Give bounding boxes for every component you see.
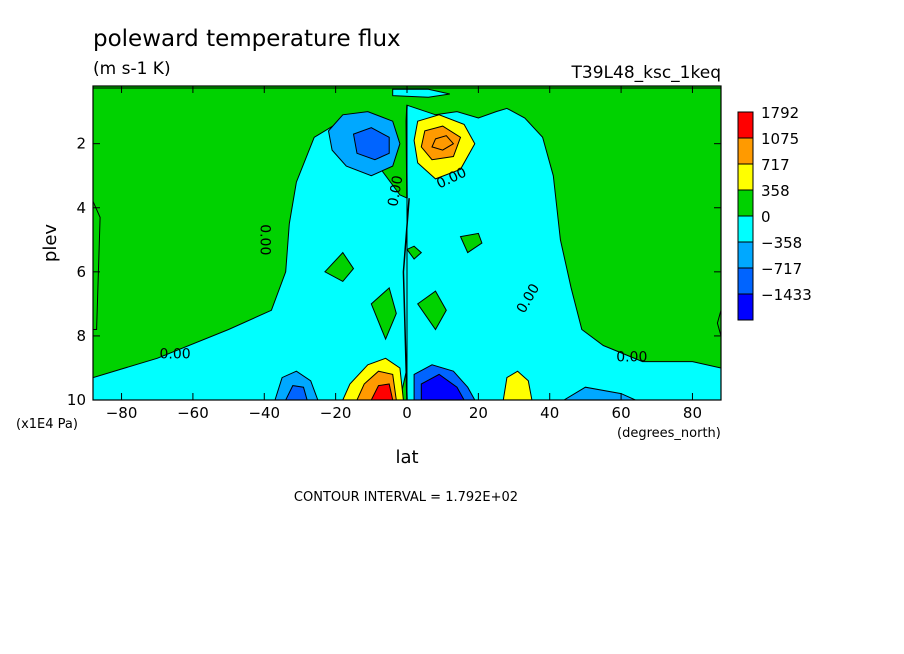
x-units: (degrees_north) [617, 426, 721, 441]
colorbar-swatch [737, 241, 754, 269]
plot-area [93, 86, 721, 400]
colorbar-swatch [737, 163, 754, 191]
colorbar-label: −1433 [761, 286, 812, 304]
colorbar-swatch [737, 215, 754, 243]
contour-regions [93, 88, 721, 400]
equator-zero-contour-top [405, 105, 408, 199]
x-axis-label: lat [395, 447, 418, 468]
y-tick-label: 6 [76, 263, 86, 281]
y-tick-label: 10 [67, 391, 86, 409]
colorbar-label: 0 [761, 208, 771, 226]
x-tick-label: −60 [177, 404, 209, 422]
colorbar-swatch [737, 137, 754, 165]
region-upper-blue-lobe-inner [352, 127, 390, 161]
region-sh-blue-lobe-inner [285, 385, 308, 400]
region-sh-blue-lobe [274, 370, 319, 400]
colorbar-swatch [737, 293, 754, 321]
colorbar-label: 1075 [761, 130, 799, 148]
region-lower-red-lobe-inner [370, 383, 394, 400]
x-tick-label: 40 [540, 404, 559, 422]
region-nh-cyan-region [406, 104, 721, 400]
x-tick-label: 60 [612, 404, 631, 422]
colorbar-label: 358 [761, 182, 790, 200]
region-green-left-edge [93, 201, 101, 330]
contour-label: 0.00 [385, 174, 406, 207]
x-tick-label: −80 [106, 404, 138, 422]
contour-label: 0.00 [616, 350, 647, 366]
y-tick-label: 4 [76, 199, 86, 217]
equator-zero-contour [402, 198, 410, 400]
colorbar-label: −717 [761, 260, 802, 278]
contour-label: 0.00 [257, 224, 273, 255]
region-nh-yellow-lobe [502, 370, 533, 400]
x-tick-label: 20 [469, 404, 488, 422]
y-tick-label: 2 [76, 135, 86, 153]
x-axis-ticks: −80 −60 −40 −20 0 20 40 60 80 [106, 86, 702, 422]
colorbar-swatch [737, 111, 754, 139]
colorbar-swatch [737, 267, 754, 295]
region-mid-green-cell-2 [370, 286, 397, 341]
y-tick-label: 8 [76, 327, 86, 345]
x-tick-label: −40 [248, 404, 280, 422]
x-tick-label: 0 [402, 404, 412, 422]
chart-units: (m s-1 K) [93, 59, 171, 79]
run-label: T39L48_ksc_1keq [571, 63, 721, 83]
region-lower-blue-lobe-inner [420, 373, 465, 400]
y-axis-label: plev [40, 224, 61, 263]
colorbar-label: 1792 [761, 104, 799, 122]
x-tick-label: −20 [320, 404, 352, 422]
y-axis-ticks: 2 4 6 8 10 [67, 135, 721, 409]
region-green-right-edge [716, 310, 721, 337]
y-units: (x1E4 Pa) [16, 417, 78, 432]
contour-label: 0.00 [159, 346, 190, 362]
x-tick-label: 80 [683, 404, 702, 422]
colorbar: 1792 1075 717 358 0 −358 −717 −1433 [737, 104, 812, 321]
colorbar-label: 717 [761, 156, 790, 174]
region-upper-red-lobe-inner [431, 135, 455, 151]
region-mid-green-cell-5 [406, 245, 423, 260]
chart-title: poleward temperature flux [93, 26, 401, 52]
contour-interval: CONTOUR INTERVAL = 1.792E+02 [294, 490, 518, 505]
region-mid-green-cell-3 [417, 290, 447, 331]
region-mid-green-cell-1 [324, 251, 355, 283]
colorbar-label: −358 [761, 234, 802, 252]
colorbar-swatch [737, 189, 754, 217]
region-mid-green-cell-4 [459, 232, 483, 254]
